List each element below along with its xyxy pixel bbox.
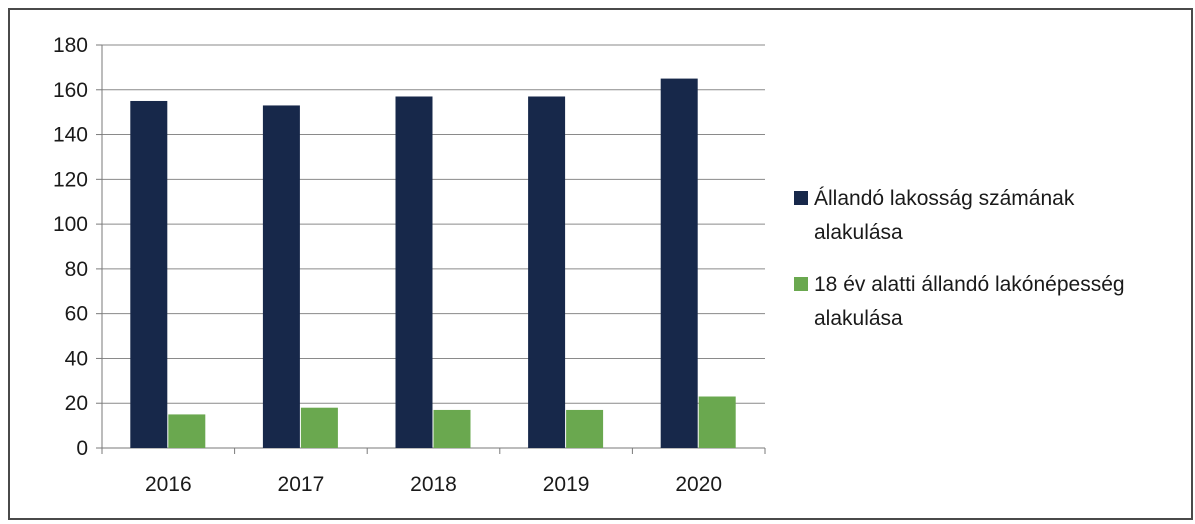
- y-tick-label: 180: [53, 34, 88, 57]
- y-tick-label: 20: [65, 392, 88, 415]
- bar-total-2016: [130, 100, 168, 448]
- bar-total-2017: [262, 105, 300, 448]
- bar-total-2019: [528, 96, 566, 448]
- bar-under18-2016: [168, 414, 206, 448]
- x-tick-label: 2019: [543, 473, 590, 496]
- y-tick-label: 0: [76, 437, 88, 460]
- bar-under18-2020: [698, 396, 736, 448]
- bar-chart: 0 20 40 60 80 100 120 140 160 180 2016 2017 2018 2019…: [53, 34, 1125, 496]
- legend-label: alakulása: [814, 307, 903, 330]
- chart-frame: 0 20 40 60 80 100 120 140 160 180 2016 2017 2018 2019…: [8, 8, 1193, 520]
- legend-swatch: [794, 191, 808, 205]
- bar-under18-2017: [300, 407, 338, 448]
- y-tick-label: 80: [65, 258, 88, 281]
- bar-under18-2018: [433, 409, 471, 448]
- x-tick-label: 2016: [145, 473, 192, 496]
- x-tick-label: 2018: [410, 473, 457, 496]
- legend-label: alakulása: [814, 221, 903, 244]
- legend-label: Állandó lakosság számának: [814, 187, 1075, 210]
- legend-swatch: [794, 277, 808, 291]
- legend-label: 18 év alatti állandó lakónépesség: [814, 273, 1125, 296]
- bar-total-2020: [660, 78, 698, 448]
- y-tick-label: 160: [53, 79, 88, 102]
- y-tick-label: 100: [53, 213, 88, 236]
- x-tick-label: 2020: [675, 473, 722, 496]
- bar-total-2018: [395, 96, 433, 448]
- y-tick-label: 140: [53, 124, 88, 147]
- bar-under18-2019: [566, 409, 604, 448]
- y-tick-label: 40: [65, 347, 88, 370]
- x-tick-label: 2017: [278, 473, 325, 496]
- y-tick-label: 60: [65, 303, 88, 326]
- y-tick-label: 120: [53, 168, 88, 191]
